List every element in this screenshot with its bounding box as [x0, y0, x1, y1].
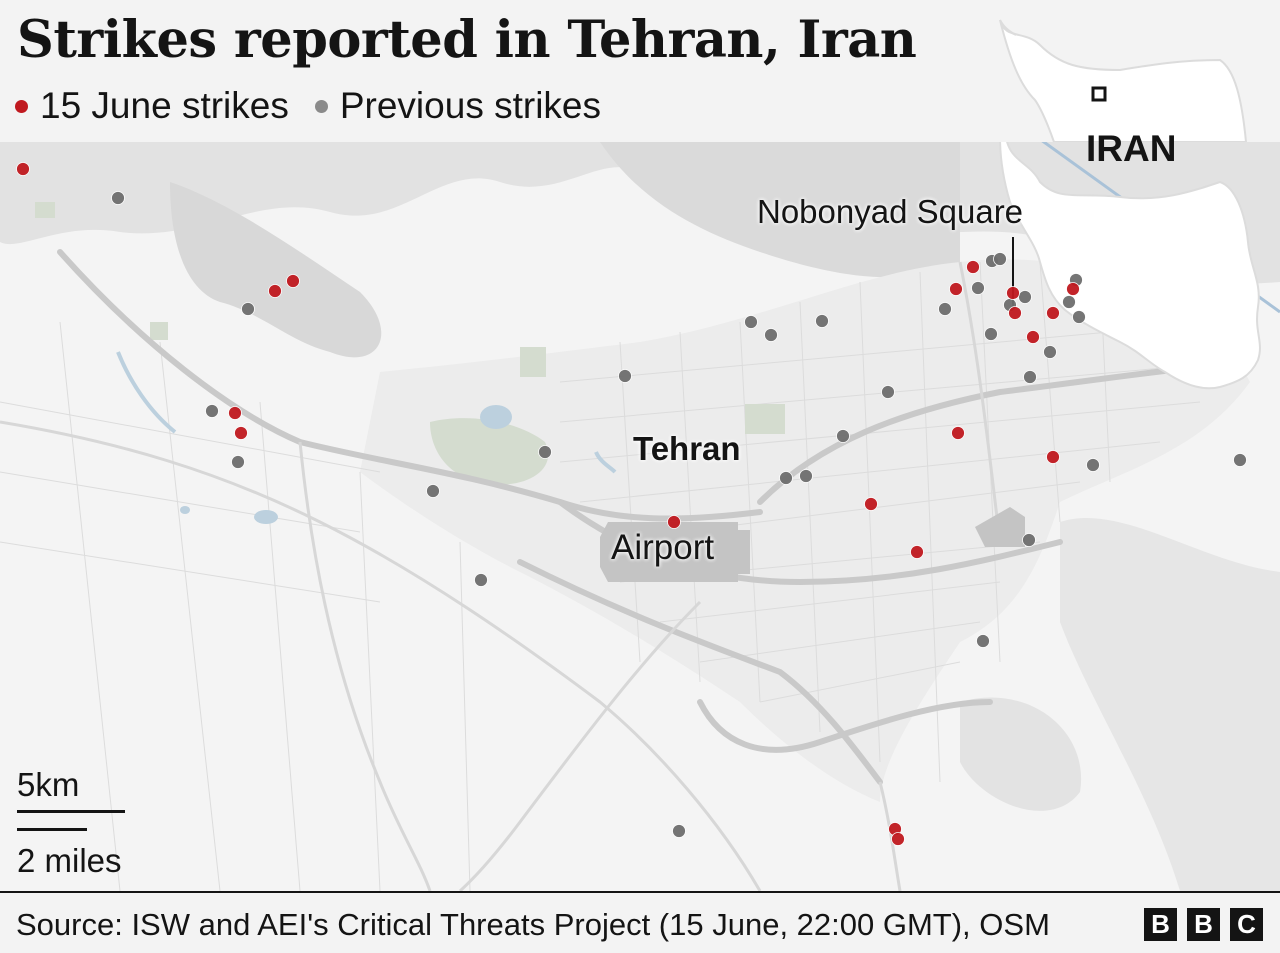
- airfield-area: [975, 507, 1025, 547]
- scale-miles-label: 2 miles: [17, 842, 122, 879]
- previous-strike-marker: [984, 327, 998, 341]
- footer: Source: ISW and AEI's Critical Threats P…: [0, 891, 1280, 953]
- river: [594, 451, 617, 474]
- mountain-terrain: [170, 182, 382, 358]
- june15-strike-marker: [1046, 450, 1060, 464]
- previous-strike-marker: [815, 314, 829, 328]
- june15-strike-marker: [16, 162, 30, 176]
- legend-label-june15: 15 June strikes: [40, 85, 289, 126]
- previous-strike-marker: [799, 469, 813, 483]
- previous-strike-marker: [241, 302, 255, 316]
- previous-strike-marker: [764, 328, 778, 342]
- previous-strike-marker: [618, 369, 632, 383]
- city-label: Tehran: [633, 430, 741, 467]
- june15-strike-marker: [228, 406, 242, 420]
- previous-strike-marker: [1233, 453, 1247, 467]
- river: [116, 351, 177, 434]
- previous-strike-marker: [1023, 370, 1037, 384]
- previous-strike-marker: [1043, 345, 1057, 359]
- source-note: Source: ISW and AEI's Critical Threats P…: [16, 907, 1050, 942]
- previous-strike-marker: [1018, 290, 1032, 304]
- scale-km-line: [17, 810, 125, 813]
- previous-strike-marker: [426, 484, 440, 498]
- map-canvas: [0, 142, 1280, 891]
- june15-strike-marker: [1066, 282, 1080, 296]
- mountain-terrain: [600, 142, 960, 278]
- iran-inset-top: [999, 19, 1248, 142]
- scale-miles-line: [17, 828, 87, 831]
- hill-terrain: [960, 697, 1082, 811]
- strike-markers: [16, 162, 1247, 846]
- landmark-label: Nobonyad Square: [757, 193, 1024, 230]
- airport-label: Airport: [611, 528, 715, 567]
- previous-strike-marker: [938, 302, 952, 316]
- june15-strike-marker: [1046, 306, 1060, 320]
- grey-dot-icon: [314, 99, 328, 113]
- airport-area: [600, 522, 750, 582]
- previous-strike-marker: [836, 429, 850, 443]
- bbc-logo-letter: C: [1230, 908, 1263, 941]
- map: Tehran Airport Nobonyad Square 5km 2 mil…: [0, 142, 1280, 891]
- june15-strike-marker: [966, 260, 980, 274]
- urban-area: [360, 259, 1250, 802]
- chart-title: Strikes reported in Tehran, Iran: [17, 10, 917, 70]
- previous-strike-marker: [1086, 458, 1100, 472]
- previous-strike-marker: [1072, 310, 1086, 324]
- june15-strike-marker: [910, 545, 924, 559]
- previous-strike-marker: [474, 573, 488, 587]
- bbc-logo-letter: B: [1144, 908, 1177, 941]
- june15-strike-marker: [234, 426, 248, 440]
- previous-strike-marker: [881, 385, 895, 399]
- june15-strike-marker: [891, 832, 905, 846]
- previous-strike-marker: [779, 471, 793, 485]
- june15-strike-marker: [1026, 330, 1040, 344]
- previous-strike-marker: [971, 281, 985, 295]
- scale-km-label: 5km: [17, 766, 80, 803]
- june15-strike-marker: [949, 282, 963, 296]
- legend-item-june15: 15 June strikes: [15, 85, 289, 127]
- june15-strike-marker: [1008, 306, 1022, 320]
- tehran-locator-box: [1091, 86, 1107, 102]
- june15-strike-marker: [286, 274, 300, 288]
- hill-terrain: [1060, 517, 1280, 891]
- legend-item-previous: Previous strikes: [314, 85, 601, 127]
- previous-strike-marker: [672, 824, 686, 838]
- iran-inset-map: [999, 142, 1261, 390]
- inset-country-label: IRAN: [1086, 128, 1177, 169]
- previous-strike-marker: [744, 315, 758, 329]
- previous-strike-marker: [538, 445, 552, 459]
- bbc-logo-letter: B: [1187, 908, 1220, 941]
- june15-strike-marker: [667, 515, 681, 529]
- secondary-roads: [0, 261, 1002, 891]
- water: [180, 405, 512, 524]
- previous-strike-marker: [993, 252, 1007, 266]
- june15-strike-marker: [1006, 286, 1020, 300]
- previous-strike-marker: [205, 404, 219, 418]
- previous-strike-marker: [1022, 533, 1036, 547]
- previous-strike-marker: [1062, 295, 1076, 309]
- june15-strike-marker: [951, 426, 965, 440]
- bbc-logo: B B C: [1144, 908, 1263, 941]
- previous-strike-marker: [231, 455, 245, 469]
- june15-strike-marker: [268, 284, 282, 298]
- legend: 15 June strikes Previous strikes: [15, 84, 627, 128]
- june15-strike-marker: [864, 497, 878, 511]
- previous-strike-marker: [976, 634, 990, 648]
- red-dot-icon: [15, 99, 28, 113]
- legend-label-previous: Previous strikes: [339, 85, 601, 126]
- previous-strike-marker: [111, 191, 125, 205]
